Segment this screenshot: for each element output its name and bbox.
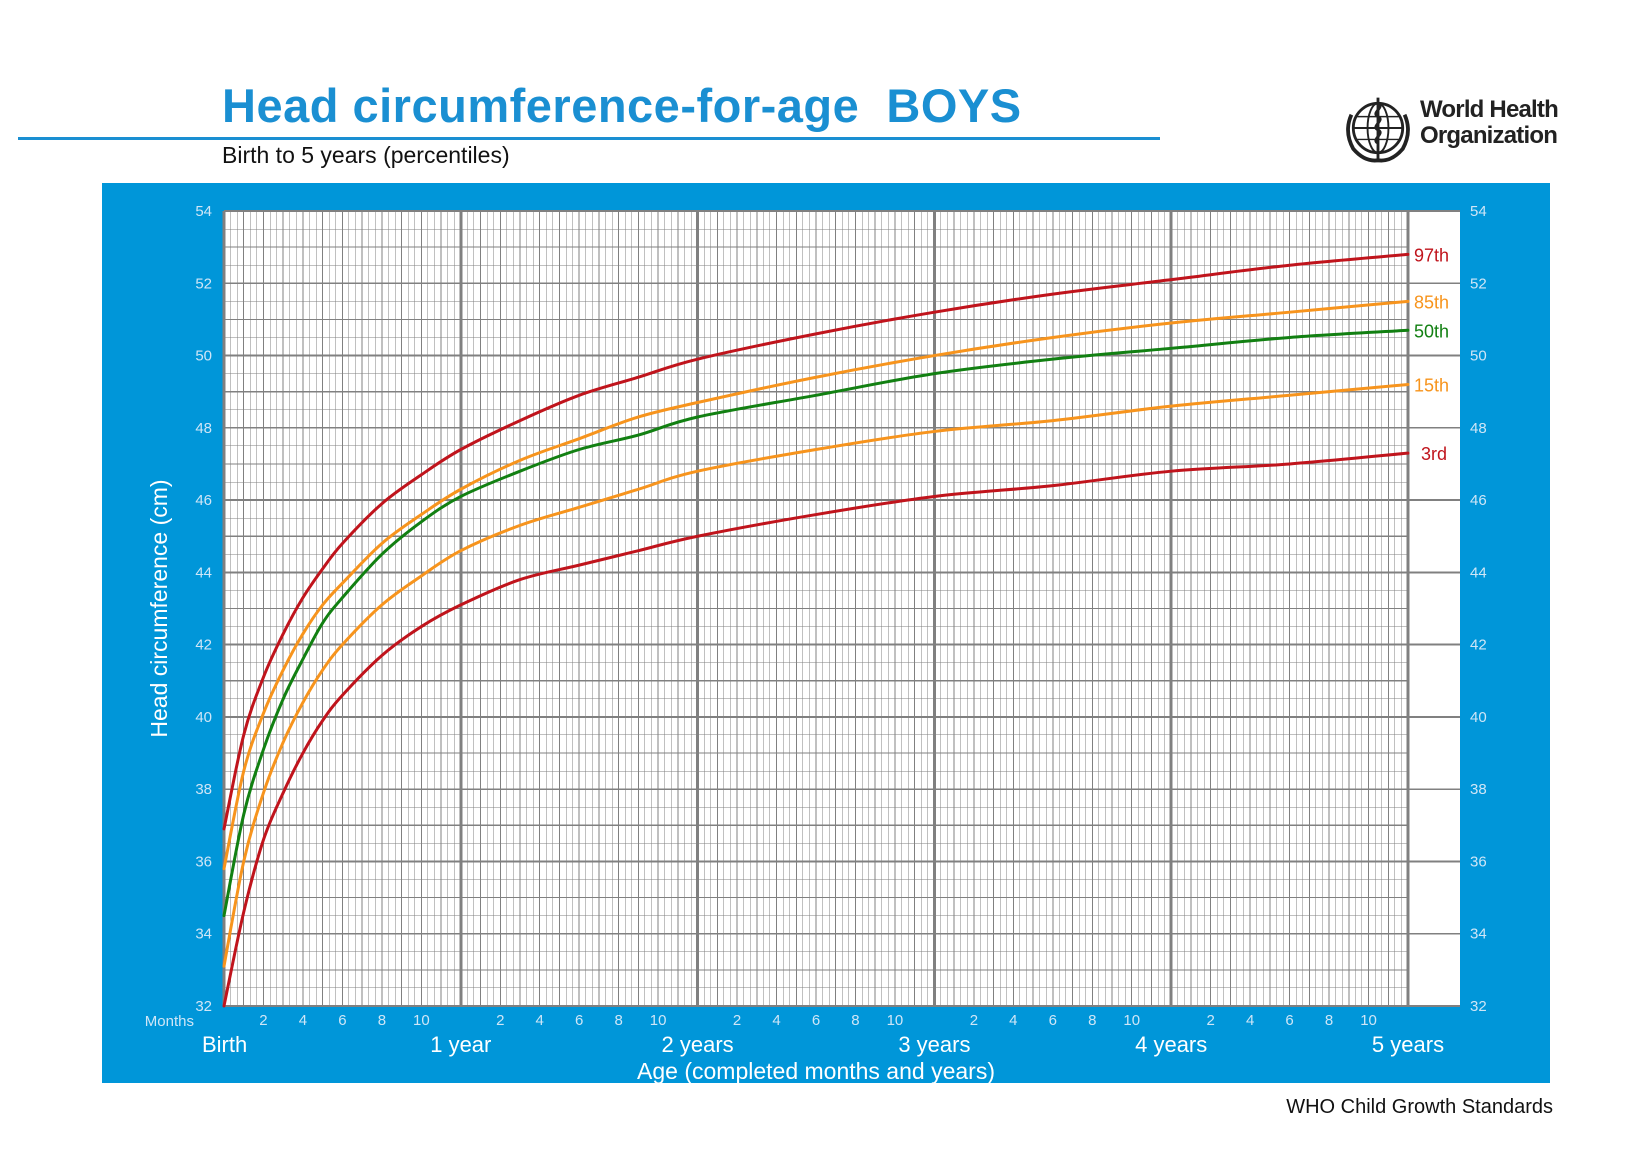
y-tick-label-left: 42 [195,637,212,654]
month-tick-label: 8 [1088,1012,1096,1029]
month-tick-label: 4 [299,1012,307,1029]
series-label-50th: 50th [1414,321,1449,341]
month-tick-label: 10 [1360,1012,1377,1029]
y-tick-label-left: 48 [195,420,212,437]
page-subtitle: Birth to 5 years (percentiles) [222,142,510,168]
month-tick-label: 2 [259,1012,267,1029]
y-tick-label-right: 44 [1470,564,1487,581]
chart-panel: 32 32 34 34 36 36 38 38 40 40 42 42 44 44 46 46 48 48 50 50… [102,183,1550,1083]
y-tick-label-left: 34 [195,926,212,943]
month-tick-label: 4 [1009,1012,1017,1029]
series-line-15th [222,382,1410,968]
month-tick-label: 6 [1285,1012,1293,1029]
y-tick-label-left: 52 [195,275,212,292]
year-tick-label: 5 years [1372,1032,1444,1057]
organization-line-2: Organization [1420,122,1558,149]
y-tick-label-right: 36 [1470,853,1487,870]
y-tick-label-left: 38 [195,781,212,798]
y-tick-label-left: 46 [195,492,212,509]
y-tick-label-right: 46 [1470,492,1487,509]
series-label-15th: 15th [1414,375,1449,395]
month-tick-label: 2 [970,1012,978,1029]
footer-source: WHO Child Growth Standards [1286,1096,1553,1118]
series-line-97th [222,252,1410,831]
year-tick-label: Birth [202,1032,247,1057]
months-axis-label: Months [145,1013,194,1030]
y-tick-label-right: 42 [1470,637,1487,654]
y-tick-label-right: 52 [1470,275,1487,292]
month-tick-label: 4 [536,1012,544,1029]
y-tick-label-left: 54 [195,203,212,220]
who-wordmark: World Health Organization [1420,96,1559,149]
month-tick-label: 8 [851,1012,859,1029]
month-tick-label: 2 [733,1012,741,1029]
y-tick-label-right: 32 [1470,998,1487,1015]
y-tick-label-left: 44 [195,564,212,581]
month-tick-label: 6 [338,1012,346,1029]
series-line-85th [222,299,1410,871]
y-tick-label-right: 48 [1470,420,1487,437]
y-tick-label-right: 38 [1470,781,1487,798]
month-tick-label: 8 [378,1012,386,1029]
month-tick-label: 10 [650,1012,667,1029]
month-tick-label: 10 [1123,1012,1140,1029]
month-tick-label: 8 [614,1012,622,1029]
month-tick-label: 2 [1206,1012,1214,1029]
month-tick-label: 4 [772,1012,780,1029]
month-tick-label: 2 [496,1012,504,1029]
y-tick-label-right: 40 [1470,709,1487,726]
series-label-3rd: 3rd [1421,444,1447,464]
y-tick-label-left: 40 [195,709,212,726]
series-label-97th: 97th [1414,245,1449,265]
y-tick-label-right: 54 [1470,203,1487,220]
series-line-3rd [222,451,1410,1008]
month-tick-label: 10 [887,1012,904,1029]
month-tick-label: 4 [1246,1012,1254,1029]
page-title: Head circumference-for-age BOYS [222,79,1022,132]
title-underline [18,137,1160,140]
grid [222,210,1460,1007]
y-tick-label-left: 36 [195,853,212,870]
month-tick-label: 6 [812,1012,820,1029]
y-tick-label-right: 50 [1470,348,1487,365]
year-tick-label: 3 years [898,1032,970,1057]
month-tick-label: 10 [413,1012,430,1029]
series-line-50th [222,328,1410,918]
year-tick-label: 4 years [1135,1032,1207,1057]
organization-line-1: World Health [1420,96,1559,123]
y-tick-label-left: 50 [195,348,212,365]
month-tick-label: 6 [575,1012,583,1029]
month-tick-label: 6 [1049,1012,1057,1029]
y-tick-label-right: 34 [1470,926,1487,943]
y-axis-title: Head circumference (cm) [146,479,172,737]
year-tick-label: 1 year [430,1032,491,1057]
series-label-85th: 85th [1414,292,1449,312]
y-tick-label-left: 32 [195,998,212,1015]
year-tick-label: 2 years [662,1032,734,1057]
month-tick-label: 8 [1325,1012,1333,1029]
who-emblem-icon [1346,97,1410,163]
x-axis-title: Age (completed months and years) [637,1058,995,1083]
